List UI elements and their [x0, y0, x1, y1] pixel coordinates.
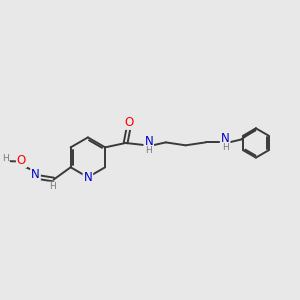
Text: N: N: [221, 132, 230, 145]
Text: O: O: [17, 154, 26, 167]
Text: H: H: [2, 154, 9, 163]
Text: H: H: [222, 143, 229, 152]
Text: N: N: [31, 168, 40, 182]
Text: N: N: [144, 135, 153, 148]
Text: H: H: [49, 182, 56, 191]
Text: O: O: [124, 116, 133, 129]
Text: H: H: [146, 146, 152, 155]
Text: N: N: [83, 171, 92, 184]
